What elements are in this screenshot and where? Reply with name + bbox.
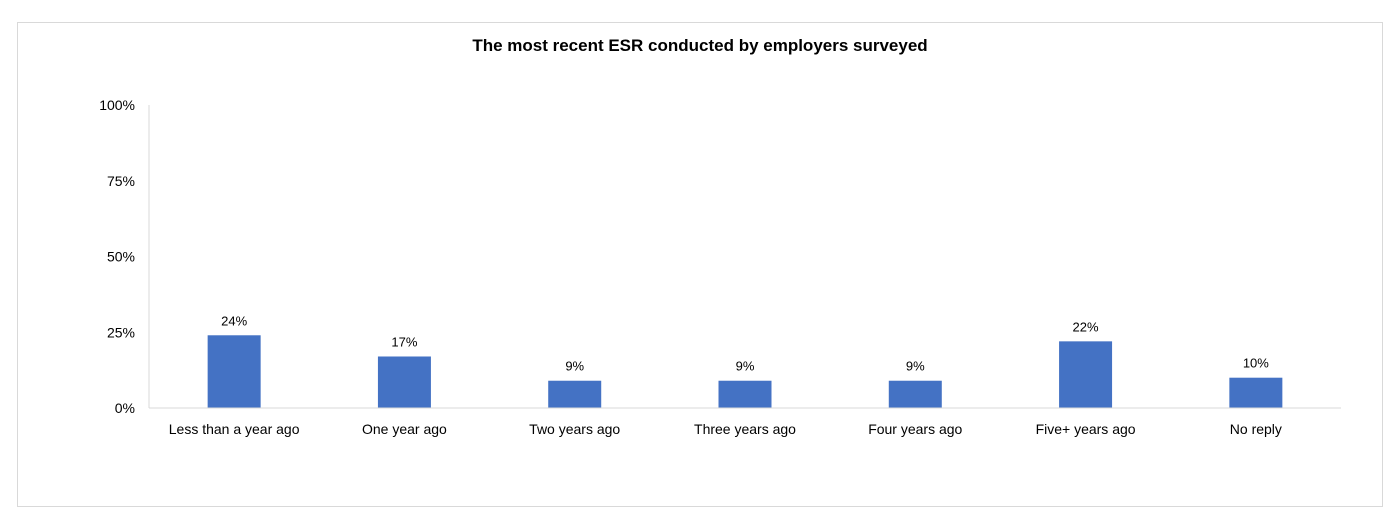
bar xyxy=(1229,377,1283,408)
y-tick-label: 50% xyxy=(107,249,135,265)
bar xyxy=(888,380,942,408)
x-category-label: Four years ago xyxy=(868,421,962,437)
bar xyxy=(207,335,261,408)
y-tick-label: 100% xyxy=(99,97,135,113)
y-tick-label: 25% xyxy=(107,324,135,340)
data-label: 10% xyxy=(1243,356,1269,371)
x-category-label: Less than a year ago xyxy=(169,421,300,437)
y-tick-label: 0% xyxy=(115,400,135,416)
data-label: 17% xyxy=(391,334,417,349)
chart-frame: The most recent ESR conducted by employe… xyxy=(17,22,1383,507)
x-axis: Less than a year ago One year ago Two year… xyxy=(149,407,1341,437)
bar xyxy=(548,380,602,408)
data-label: 22% xyxy=(1073,319,1099,334)
y-tick-label: 75% xyxy=(107,173,135,189)
chart-title: The most recent ESR conducted by employe… xyxy=(472,36,928,55)
bars: 24% 17% 9% 9% 9% 22% 10% xyxy=(207,313,1283,408)
data-label: 9% xyxy=(906,359,925,374)
data-label: 9% xyxy=(736,359,755,374)
x-category-label: No reply xyxy=(1230,421,1282,437)
bar xyxy=(1059,341,1113,408)
x-category-label: One year ago xyxy=(362,421,447,437)
bar xyxy=(718,380,772,408)
x-category-label: Five+ years ago xyxy=(1036,421,1136,437)
y-axis: 0% 25% 50% 75% 100% xyxy=(99,97,150,416)
bar xyxy=(377,356,431,408)
x-category-label: Three years ago xyxy=(694,421,796,437)
data-label: 24% xyxy=(221,313,247,328)
data-label: 9% xyxy=(565,359,584,374)
x-category-label: Two years ago xyxy=(529,421,620,437)
